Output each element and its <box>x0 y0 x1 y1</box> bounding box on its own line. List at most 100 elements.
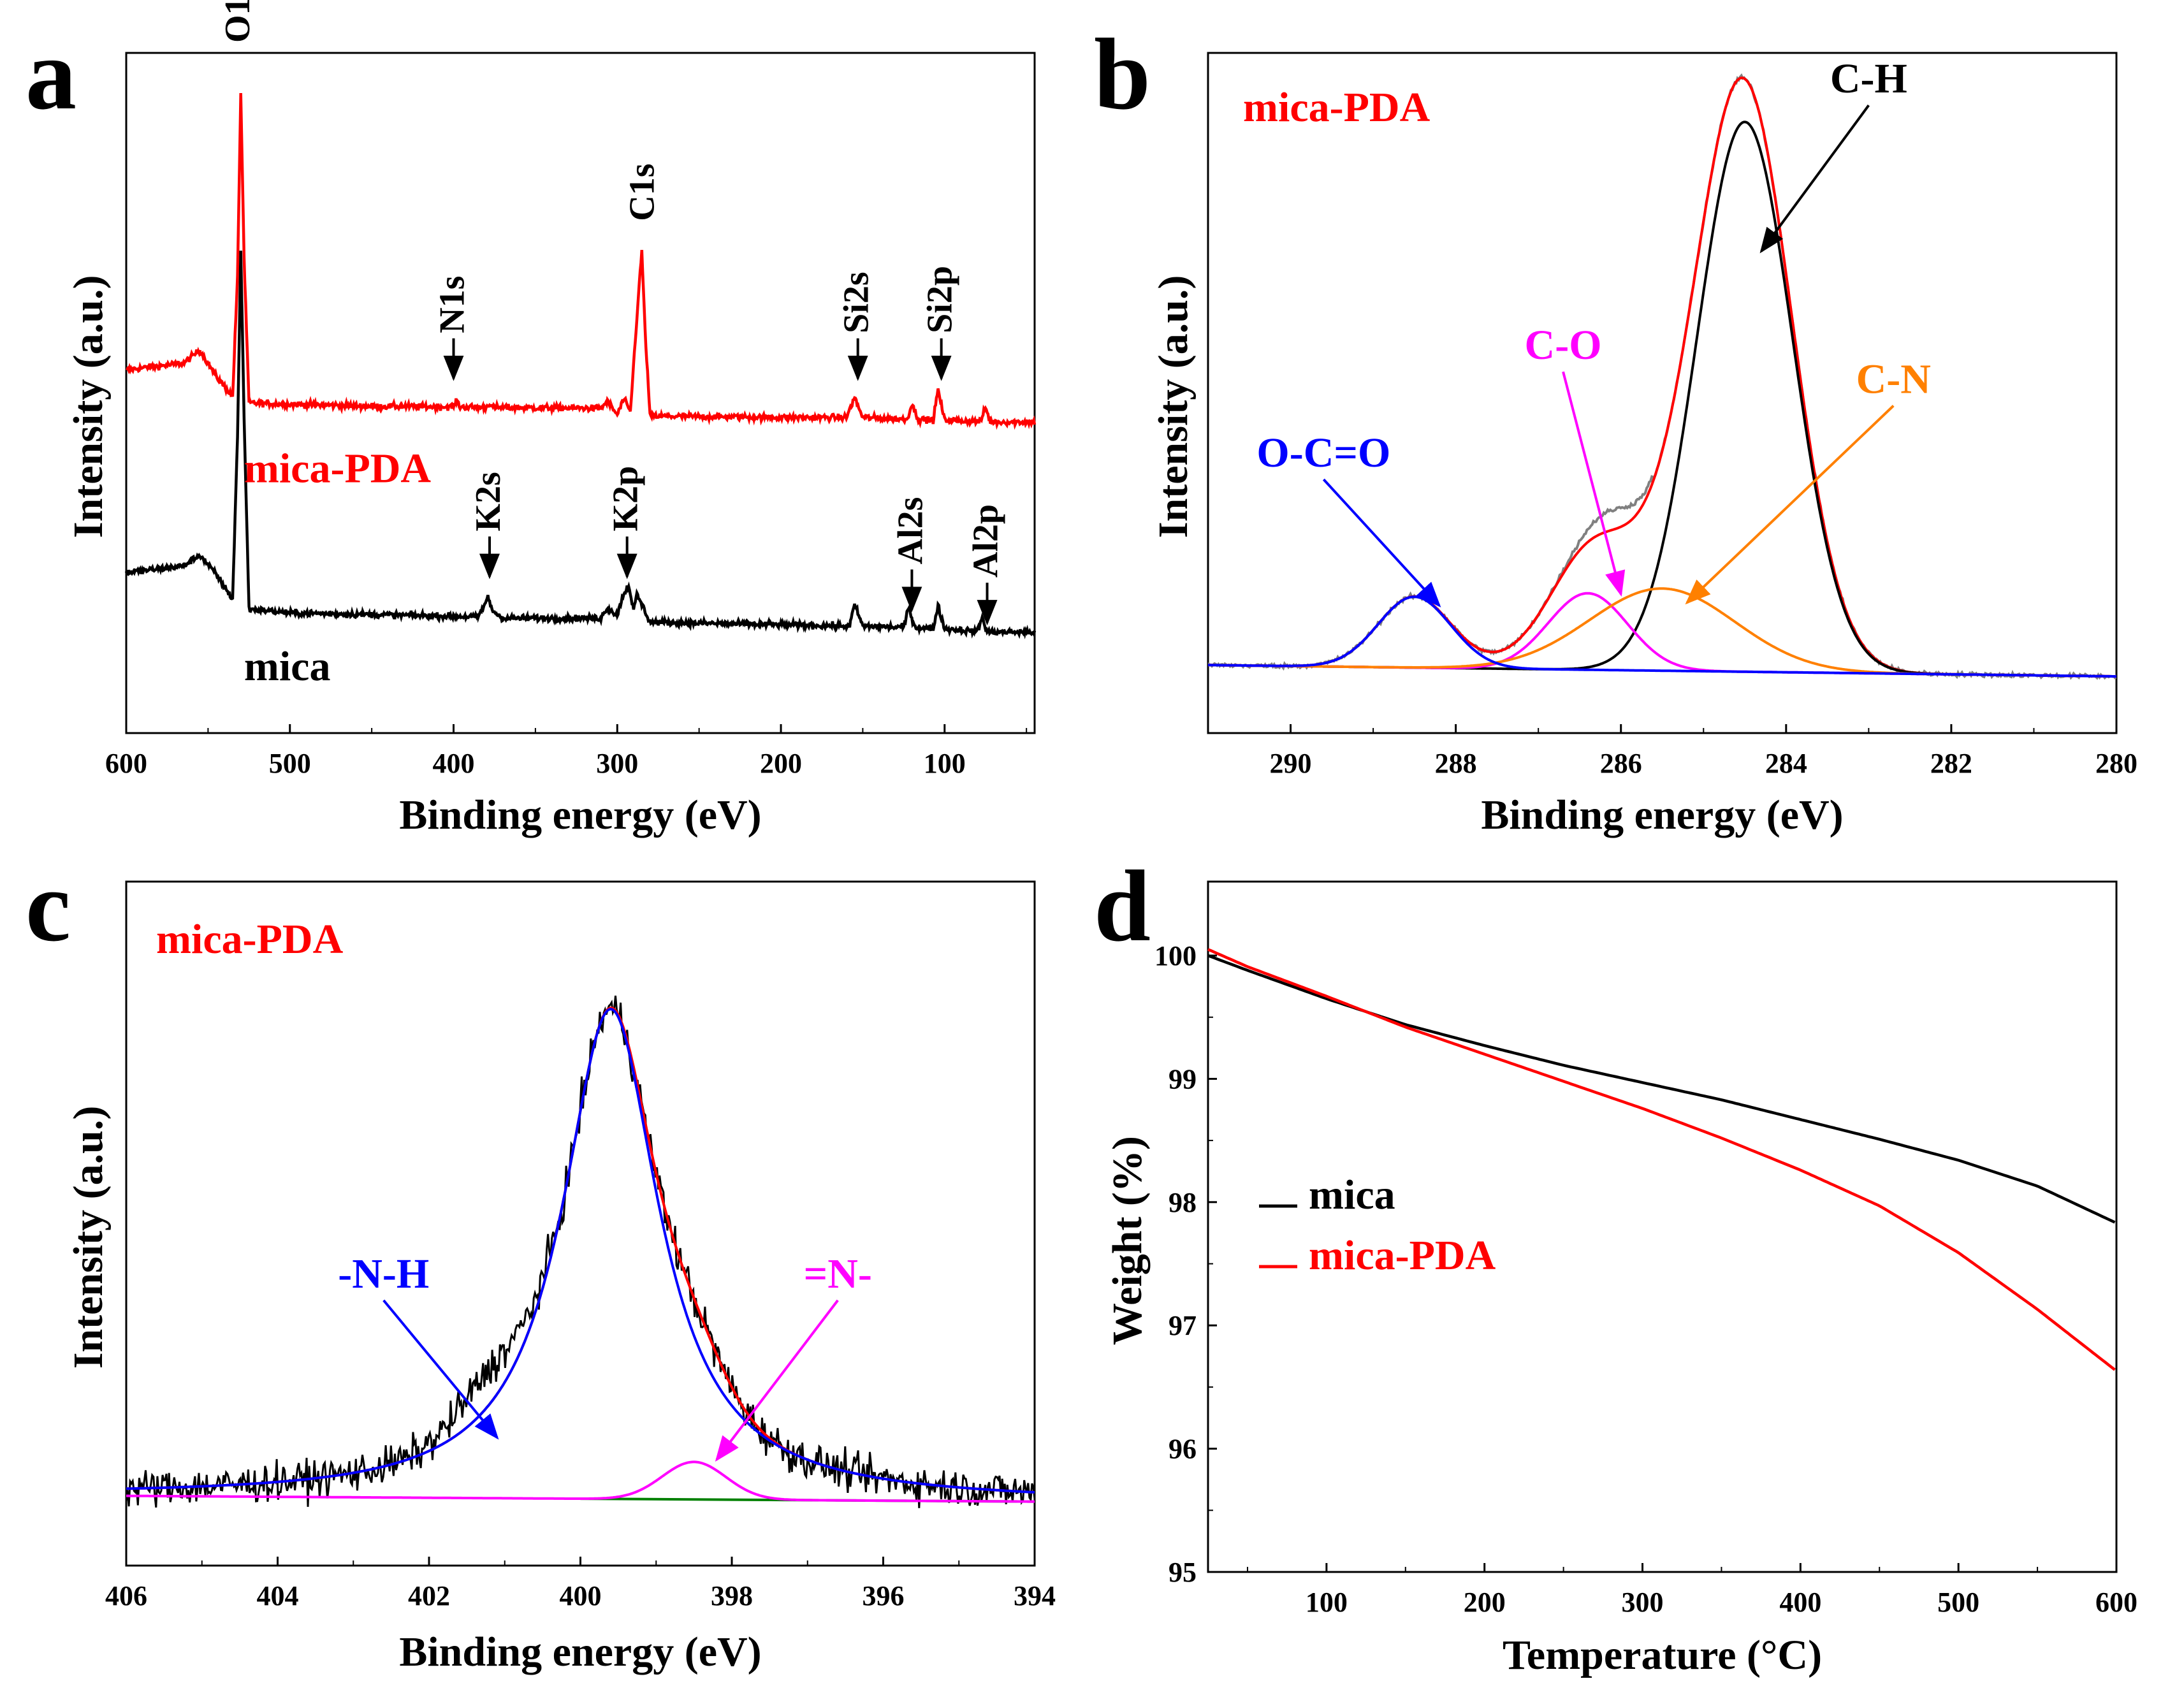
x-tick-label-d: 600 <box>2095 1587 2137 1618</box>
peak-label-K2s: K2s <box>469 472 508 579</box>
peak-label-text: N1s <box>433 276 472 333</box>
x-tick-label-a: 600 <box>105 748 147 779</box>
annotation-C-O: C-O <box>1525 322 1626 597</box>
x-tick-label-c: 406 <box>105 1580 147 1611</box>
annotation--N-H: -N-H <box>338 1251 499 1440</box>
annotation-text: C-H <box>1830 55 1907 102</box>
legend-label-mica-PDA: mica-PDA <box>1309 1232 1496 1279</box>
component-line--N-H <box>126 1008 1035 1494</box>
peak-label-O1s: O1s <box>218 0 258 43</box>
x-tick-label-a: 100 <box>924 748 966 779</box>
series-line-mica-PDA <box>126 92 1037 430</box>
x-tick-label-a: 300 <box>596 748 638 779</box>
panel-title-b: mica-PDA <box>1243 84 1431 131</box>
x-axis-title-c: Binding energy (eV) <box>399 1629 761 1675</box>
panel-d: 100 200 300 400 500 6009596979899100dTemperat… <box>1094 849 2137 1678</box>
annotation-arrow <box>1562 371 1626 597</box>
x-tick-label-b: 290 <box>1270 748 1312 779</box>
x-tick-label-b: 280 <box>2095 748 2137 779</box>
component-line-O-C=O <box>1208 595 2116 678</box>
plot-area-c <box>126 995 1035 1508</box>
panel-c: 406 404 402 400 398 396 394 c Binding energy (eV… <box>25 849 1056 1675</box>
x-tick-label-d: 100 <box>1306 1587 1348 1618</box>
y-tick-label-d: 98 <box>1168 1187 1197 1218</box>
panel-letter-b: b <box>1094 17 1151 131</box>
x-tick-label-c: 404 <box>257 1580 299 1611</box>
y-tick-label-d: 97 <box>1168 1310 1197 1341</box>
annotation-C-N: C-N <box>1685 356 1931 605</box>
annotation-text: C-N <box>1856 356 1931 403</box>
peak-label-text: Si2p <box>921 266 960 333</box>
annotation-arrow <box>1322 478 1441 607</box>
plot-area-b <box>1208 73 2116 680</box>
peak-label-text: Si2s <box>837 272 877 333</box>
annotation-=N-: =N- <box>715 1251 872 1462</box>
y-tick-label-d: 100 <box>1154 940 1197 971</box>
x-tick-label-d: 400 <box>1779 1587 1821 1618</box>
legend: mica mica-PDA <box>1259 1172 1496 1279</box>
panel-letter-d: d <box>1094 849 1151 963</box>
y-axis-title-a: Intensity (a.u.) <box>65 275 112 539</box>
annotation-arrow <box>382 1299 499 1440</box>
legend-label-mica: mica <box>1309 1172 1395 1218</box>
x-tick-label-b: 286 <box>1600 748 1642 779</box>
annotation-text: C-O <box>1525 322 1602 368</box>
series-label-mica-PDA: mica-PDA <box>244 445 432 491</box>
component-line-=N- <box>126 1460 1035 1503</box>
peak-label-text: C1s <box>622 163 662 221</box>
panel-letter-a: a <box>25 17 76 131</box>
peak-label-N1s: N1s <box>433 276 472 381</box>
peak-label-text: Al2p <box>966 504 1006 578</box>
annotation-text: O-C=O <box>1256 430 1390 476</box>
annotation-C-H: C-H <box>1759 55 1907 254</box>
annotation-arrow <box>1685 405 1895 605</box>
x-axis-title-a: Binding energy (eV) <box>399 792 761 838</box>
x-tick-label-b: 284 <box>1765 748 1807 779</box>
x-tick-label-a: 200 <box>760 748 802 779</box>
panel-a: 600 500 400 300 200 100 a Binding energy (eV) In… <box>25 0 1037 838</box>
plot-frame-b <box>1207 52 2118 734</box>
y-axis-title-c: Intensity (a.u.) <box>65 1106 112 1369</box>
peak-label-text: Al2s <box>891 497 930 565</box>
x-axis-title-b: Binding energy (eV) <box>1481 792 1843 838</box>
x-tick-label-c: 398 <box>711 1580 753 1611</box>
y-axis-title-d: Weight (%) <box>1104 1136 1151 1345</box>
annotation-text: -N-H <box>338 1251 429 1297</box>
peak-label-text: O1s <box>218 0 258 43</box>
annotation-O-C=O: O-C=O <box>1256 430 1441 607</box>
x-tick-label-d: 300 <box>1622 1587 1664 1618</box>
annotation-arrow <box>1759 105 1870 254</box>
series-label-mica: mica <box>244 643 331 690</box>
plot-frame-a <box>125 52 1036 734</box>
x-tick-label-d: 200 <box>1464 1587 1506 1618</box>
plot-frame-d <box>1207 880 2118 1573</box>
peak-label-text: K2p <box>606 466 646 532</box>
x-axis-title-d: Temperature (°C) <box>1503 1632 1822 1678</box>
panel-b: 290 288 286 284 282 280 b Binding energy (eV) In… <box>1094 17 2137 838</box>
y-tick-label-d: 96 <box>1168 1434 1197 1465</box>
x-tick-label-c: 396 <box>863 1580 905 1611</box>
annotation-text: =N- <box>804 1251 872 1297</box>
x-tick-label-a: 400 <box>433 748 475 779</box>
y-axis-title-b: Intensity (a.u.) <box>1150 275 1197 539</box>
series-line-mica-PDA <box>1207 948 2116 1371</box>
panel-letter-c: c <box>25 849 71 963</box>
x-tick-label-c: 400 <box>560 1580 602 1611</box>
x-tick-label-a: 500 <box>269 748 311 779</box>
y-tick-label-d: 99 <box>1168 1063 1197 1095</box>
raw-data-line-c <box>126 995 1035 1508</box>
panel-title-c: mica-PDA <box>156 916 344 963</box>
x-tick-label-d: 500 <box>1937 1587 1979 1618</box>
x-tick-label-c: 402 <box>408 1580 450 1611</box>
series-line-mica <box>124 251 1037 639</box>
peak-label-Al2p: Al2p <box>966 504 1006 626</box>
peak-label-Si2p: Si2p <box>921 266 960 381</box>
peak-label-text: K2s <box>469 472 508 531</box>
peak-label-C1s: C1s <box>622 163 662 221</box>
x-tick-label-c: 394 <box>1014 1580 1056 1611</box>
peak-label-K2p: K2p <box>606 466 646 579</box>
peak-label-Al2s: Al2s <box>891 497 930 613</box>
x-tick-label-b: 282 <box>1930 748 1972 779</box>
